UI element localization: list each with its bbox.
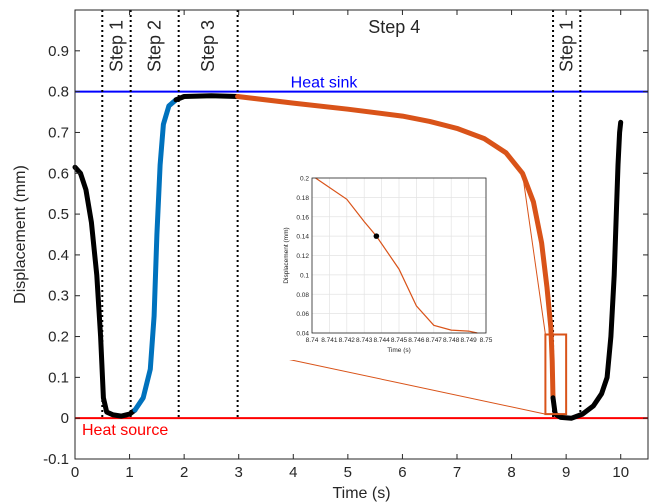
axes-frame <box>74 9 649 460</box>
y-tick-label: 0.6 <box>48 165 69 182</box>
x-tick-label: 10 <box>612 464 629 481</box>
inset-x-tick-label: 8.747 <box>426 337 443 344</box>
y-tick-label: 0 <box>61 410 69 427</box>
x-axis-label: Time (s) <box>332 485 390 502</box>
inset-y-tick-label: 0.12 <box>296 253 309 260</box>
y-tick-label: 0.2 <box>48 329 69 346</box>
x-tick-label: 7 <box>453 464 461 481</box>
step-label: Step 2 <box>145 20 165 72</box>
step-label: Step 4 <box>368 17 420 37</box>
inset-highlight-point <box>373 233 380 239</box>
inset-axes-frame <box>311 177 487 334</box>
x-tick-label: 0 <box>71 464 79 481</box>
y-tick-label: 0.5 <box>48 206 69 223</box>
x-tick-label: 5 <box>344 464 352 481</box>
inset-y-tick-label: 0.08 <box>296 292 309 299</box>
inset-x-tick-label: 8.75 <box>480 337 493 344</box>
inset-y-axis-label: Displacement (mm) <box>283 227 290 283</box>
x-tick-label: 1 <box>125 464 133 481</box>
series-line-0 <box>72 164 138 419</box>
zoom-connector <box>521 169 546 335</box>
y-tick-label: 0.7 <box>48 124 69 141</box>
y-tick-label: 0.4 <box>48 247 69 264</box>
inset-y-tick-label: 0.04 <box>296 331 309 338</box>
series-line-4 <box>550 119 624 421</box>
heat-sink-label: Heat sink <box>291 75 359 92</box>
heat-source-label: Heat source <box>82 422 168 439</box>
x-tick-label: 6 <box>398 464 406 481</box>
inset-x-tick-label: 8.745 <box>391 337 408 344</box>
step-label: Step 3 <box>198 20 218 72</box>
inset-y-tick-label: 0.18 <box>296 195 309 202</box>
inset-x-tick-label: 8.748 <box>443 337 460 344</box>
inset-x-tick-label: 8.743 <box>356 337 373 344</box>
inset-x-tick-label: 8.746 <box>408 337 425 344</box>
inset-x-tick-label: 8.74 <box>306 337 319 344</box>
inset-x-axis-label: Time (s) <box>387 347 411 354</box>
step-label: Step 1 <box>557 20 577 72</box>
inset-series-line <box>315 177 478 334</box>
y-axis-label: Displacement (mm) <box>12 165 29 304</box>
inset-x-tick-label: 8.741 <box>321 337 338 344</box>
series-line-3 <box>235 94 556 401</box>
x-tick-label: 2 <box>180 464 188 481</box>
x-tick-label: 4 <box>289 464 297 481</box>
y-tick-label: 0.8 <box>48 84 69 101</box>
y-tick-label: 0.3 <box>48 288 69 305</box>
inset-y-tick-label: 0.1 <box>300 272 309 279</box>
inset-x-tick-label: 8.749 <box>460 337 477 344</box>
x-tick-label: 8 <box>507 464 515 481</box>
y-tick-label: -0.1 <box>43 451 69 468</box>
series-line-1 <box>132 97 179 413</box>
series-line-2 <box>173 93 241 103</box>
y-tick-label: 0.9 <box>48 43 69 60</box>
x-tick-label: 3 <box>235 464 243 481</box>
zoom-connector <box>267 354 546 415</box>
inset-x-tick-label: 8.744 <box>373 337 390 344</box>
y-tick-label: 0.1 <box>48 369 69 386</box>
inset-y-tick-label: 0.2 <box>300 176 309 183</box>
inset-y-tick-label: 0.06 <box>296 311 309 318</box>
step-label: Step 1 <box>106 20 126 72</box>
x-tick-label: 9 <box>562 464 570 481</box>
inset-y-tick-label: 0.16 <box>296 214 309 221</box>
inset-x-tick-label: 8.742 <box>339 337 356 344</box>
zoom-box <box>544 333 568 416</box>
inset-y-tick-label: 0.14 <box>296 234 309 241</box>
